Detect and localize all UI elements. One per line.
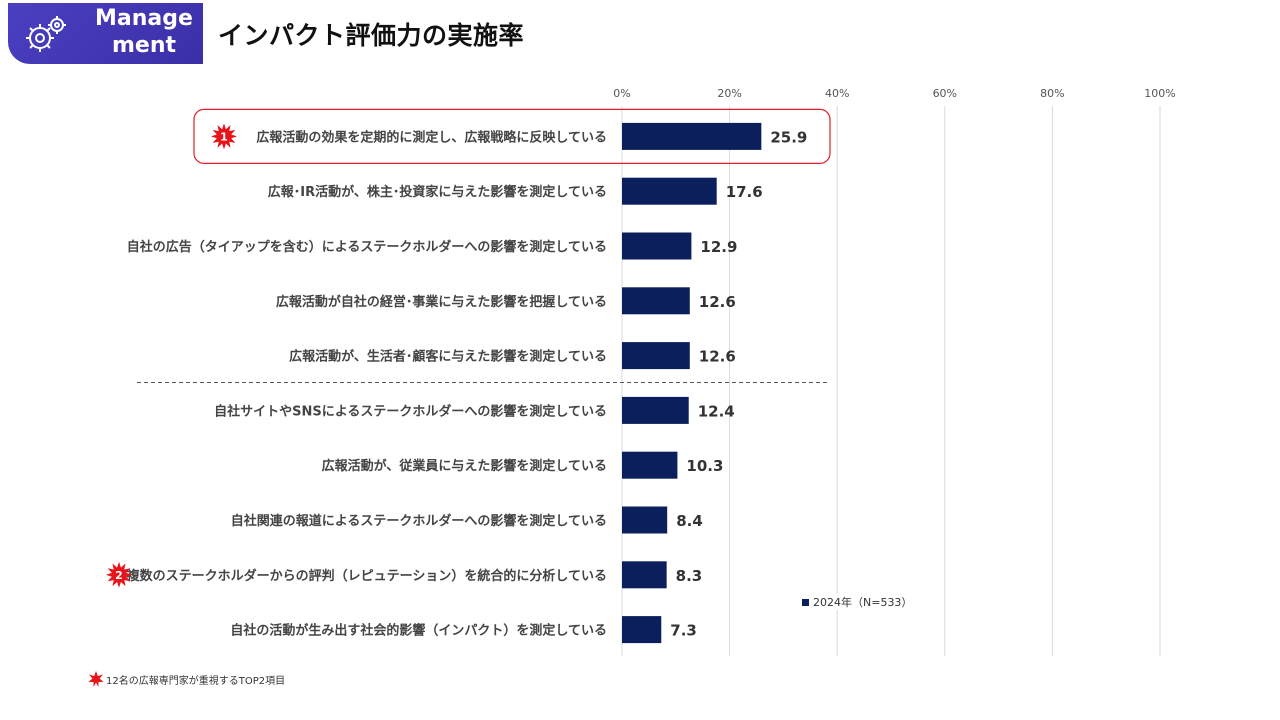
category-label: 広報活動の効果を定期的に測定し、広報戦略に反映している [256,129,607,145]
data-label: 12.9 [700,238,737,256]
data-label: 8.4 [676,512,703,530]
category-label: 自社の活動が生み出す社会的影響（インパクト）を測定している [230,623,607,639]
footnote-text: 12名の広報専門家が重視するTOP2項目 [106,675,286,687]
category-label: 自社サイトやSNSによるステークホルダーへの影響を測定している [214,403,607,419]
category-label: 広報･IR活動が、株主･投資家に与えた影響を測定している [268,184,607,200]
data-label: 25.9 [770,128,807,146]
bar [622,287,690,315]
data-label: 12.6 [699,348,736,366]
bar [622,396,689,424]
x-tick-label: 20% [717,87,741,100]
data-label: 17.6 [726,183,763,201]
rank-star-icon [106,561,132,588]
category-label: 広報活動が、生活者･顧客に与えた影響を測定している [289,349,607,365]
category-label: 自社関連の報道によるステークホルダーへの影響を測定している [231,513,607,529]
data-label: 12.4 [698,402,735,420]
legend-label: 2024年（N=533） [813,596,913,609]
data-label: 12.6 [699,293,736,311]
category-label: 複数のステークホルダーからの評判（レピュテーション）を統合的に分析している [126,568,607,584]
bar [622,177,717,205]
highlight-frame [193,108,831,165]
x-tick-label: 60% [933,87,957,100]
management-badge: Manage ment [8,3,203,64]
data-label: 8.3 [676,567,703,585]
category-label: 広報活動が、従業員に与えた影響を測定している [322,458,607,474]
rank-number: 1 [220,130,228,143]
badge-label: Manage ment [95,6,193,58]
bar [622,616,662,644]
legend-swatch [802,598,809,606]
category-label: 自社の広告（タイアップを含む）によるステークホルダーへの影響を測定している [127,239,607,255]
rank-number: 2 [115,569,123,582]
bar [622,451,678,479]
x-tick-label: 40% [825,87,849,100]
star-burst-icon [88,671,104,687]
rank-star-icon [211,123,237,150]
bar [622,506,668,534]
x-tick-label: 0% [613,87,630,100]
bar [622,561,667,589]
data-label: 10.3 [686,457,723,475]
bar [622,342,690,370]
bar [622,122,762,150]
category-label: 広報活動が自社の経営･事業に与えた影響を把握している [276,294,607,310]
data-label: 7.3 [670,622,697,640]
page-title: インパクト評価力の実施率 [218,21,525,50]
bar [622,232,692,260]
x-tick-label: 80% [1040,87,1064,100]
gears-icon [26,16,66,52]
chart-legend: 2024年（N=533） [798,594,917,610]
footnote: 12名の広報専門家が重視するTOP2項目 [88,671,285,687]
x-tick-label: 100% [1144,87,1175,100]
